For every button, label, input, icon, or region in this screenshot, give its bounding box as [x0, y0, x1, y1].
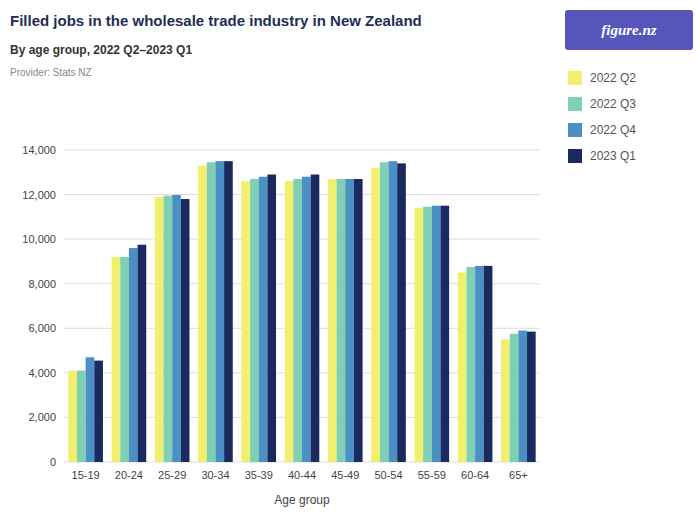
- x-tick-label: 65+: [509, 469, 528, 481]
- legend-label: 2022 Q2: [590, 71, 636, 85]
- y-tick-label: 8,000: [28, 278, 56, 290]
- x-tick-label: 30-34: [201, 469, 229, 481]
- subtitle: By age group, 2022 Q2–2023 Q1: [10, 43, 192, 57]
- chart: Filled jobs in the wholesale trade indus…: [0, 0, 700, 525]
- bar: [345, 179, 354, 462]
- x-axis-label: Age group: [274, 493, 330, 507]
- y-tick-label: 6,000: [28, 322, 56, 334]
- bar: [415, 208, 424, 462]
- x-tick-label: 60-64: [461, 469, 489, 481]
- legend-swatch: [568, 97, 582, 111]
- bar: [484, 266, 493, 462]
- bar: [77, 371, 86, 462]
- bar: [371, 168, 380, 462]
- bar: [475, 266, 484, 462]
- bar: [215, 161, 224, 462]
- bar: [518, 331, 527, 462]
- bar: [466, 267, 475, 462]
- bar: [198, 166, 207, 462]
- bars: [68, 161, 535, 462]
- bar: [181, 199, 190, 462]
- bar: [423, 207, 432, 462]
- bar: [259, 177, 268, 462]
- bar: [94, 361, 103, 462]
- x-tick-label: 20-24: [115, 469, 143, 481]
- y-axis: 0 2,000 4,000 6,000 8,000 10,000 12,000 14,000: [22, 144, 540, 468]
- bar: [155, 197, 164, 462]
- bar: [138, 245, 147, 462]
- bar: [302, 177, 311, 462]
- bar: [250, 179, 259, 462]
- bar: [120, 257, 129, 462]
- x-tick-label: 15-19: [72, 469, 100, 481]
- legend-label: 2022 Q4: [590, 123, 636, 137]
- bar: [86, 357, 95, 462]
- y-tick-label: 4,000: [28, 367, 56, 379]
- bar: [285, 181, 294, 462]
- bar: [397, 163, 406, 462]
- x-tick-label: 45-49: [331, 469, 359, 481]
- bar: [354, 179, 363, 462]
- bar: [380, 162, 389, 462]
- x-tick-label: 50-54: [374, 469, 402, 481]
- bar: [328, 179, 337, 462]
- legend-label: 2022 Q3: [590, 97, 636, 111]
- y-tick-label: 10,000: [22, 233, 56, 245]
- bar: [164, 196, 173, 462]
- bar: [501, 339, 510, 462]
- bar: [207, 162, 216, 462]
- bar: [293, 179, 302, 462]
- bar: [241, 181, 250, 462]
- bar: [527, 332, 536, 462]
- bar: [68, 371, 77, 462]
- bar: [458, 273, 467, 462]
- legend-swatch: [568, 123, 582, 137]
- bar: [311, 175, 320, 462]
- bar: [337, 179, 346, 462]
- legend-swatch: [568, 149, 582, 163]
- header-box: figure.nz: [565, 10, 693, 50]
- bar: [172, 195, 181, 462]
- y-tick-label: 12,000: [22, 189, 56, 201]
- bar: [432, 206, 441, 462]
- bar: [440, 206, 449, 462]
- bar: [112, 257, 121, 462]
- x-axis: 15-19 20-24 25-29 30-34 35-39 40-44 45-49 50-54…: [72, 469, 528, 507]
- legend: 2022 Q2 2022 Q3 2022 Q4 2023 Q1: [568, 71, 636, 163]
- x-tick-label: 25-29: [158, 469, 186, 481]
- y-tick-label: 14,000: [22, 144, 56, 156]
- legend-swatch: [568, 71, 582, 85]
- bar: [510, 334, 519, 462]
- header-text: figure.nz: [601, 22, 657, 38]
- legend-label: 2023 Q1: [590, 149, 636, 163]
- y-tick-label: 2,000: [28, 411, 56, 423]
- header-background: [565, 10, 693, 50]
- bar: [389, 161, 398, 462]
- x-tick-label: 55-59: [418, 469, 446, 481]
- y-tick-label: 0: [50, 456, 56, 468]
- title: Filled jobs in the wholesale trade indus…: [10, 12, 422, 29]
- x-tick-label: 35-39: [245, 469, 273, 481]
- provider: Provider: Stats NZ: [10, 67, 92, 78]
- bar: [129, 248, 138, 462]
- x-tick-label: 40-44: [288, 469, 316, 481]
- bar: [224, 161, 233, 462]
- bar: [267, 175, 276, 462]
- grid-line: [64, 150, 540, 151]
